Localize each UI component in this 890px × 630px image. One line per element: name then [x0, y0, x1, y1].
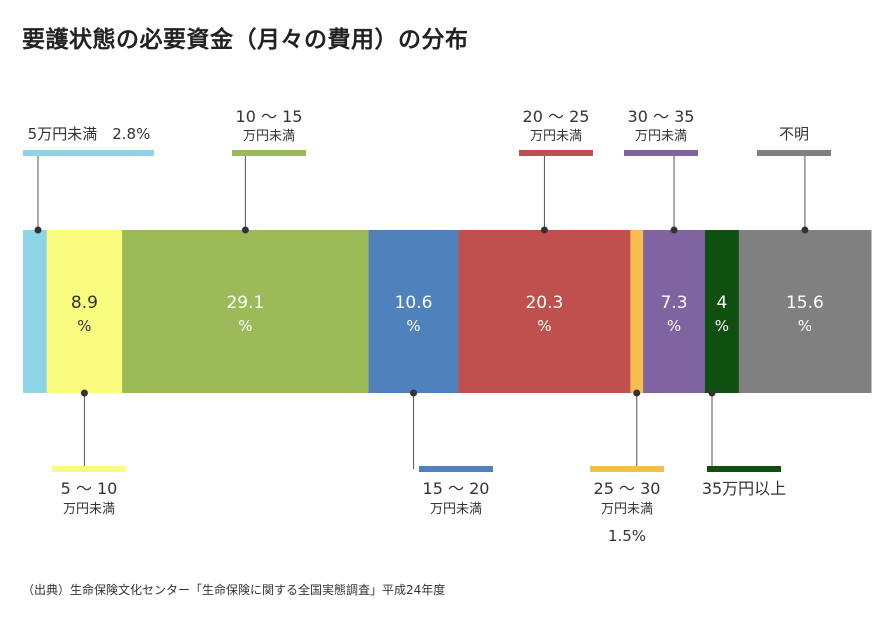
bar-unit-unknown: % [798, 317, 812, 335]
bar-value-20to25: 20.3 [525, 293, 563, 313]
bar-unit-35plus: % [715, 317, 729, 335]
callout-tick-35plus [707, 466, 781, 472]
callout-label-unknown: 不明 [779, 125, 809, 143]
callout-sublabel-10to15: 万円未満 [243, 129, 295, 144]
bar-segment-10to15 [122, 230, 370, 393]
bar-value-unknown: 15.6 [786, 293, 824, 313]
bar-unit-15to20: % [406, 317, 420, 335]
callout-tick-25to30 [590, 466, 664, 472]
callout-dot-10to15 [241, 226, 249, 234]
callout-tick-lt5 [23, 150, 154, 156]
callout-tick-unknown [757, 150, 831, 156]
callout-label-25to30: 25 ～ 30 [594, 479, 661, 498]
callout-tick-10to15 [232, 150, 306, 156]
callout-dot-5to10 [80, 389, 88, 397]
bar-unit-10to15: % [238, 317, 252, 335]
bar-segment-15to20 [368, 230, 459, 393]
callout-dot-35plus [708, 389, 716, 397]
callout-extra-25to30: 1.5% [608, 527, 646, 545]
bar-segment-20to25 [458, 230, 631, 393]
bar-value-5to10: 8.9 [71, 293, 98, 313]
bar-segment-unknown [738, 230, 872, 393]
callout-sublabel-5to10: 万円未満 [63, 502, 115, 517]
bar-unit-5to10: % [77, 317, 91, 335]
callout-dot-unknown [801, 226, 809, 234]
page-title: 要護状態の必要資金（月々の費用）の分布 [22, 27, 469, 53]
source-note: （出典）生命保険文化センター「生命保険に関する全国実態調査」平成24年度 [22, 583, 446, 597]
callout-label-10to15: 10 ～ 15 [236, 107, 303, 126]
callout-dot-15to20 [410, 389, 418, 397]
bar-value-30to35: 7.3 [661, 293, 688, 313]
callout-label-15to20: 15 ～ 20 [423, 479, 490, 498]
callout-label-20to25: 20 ～ 25 [523, 107, 590, 126]
callout-dot-30to35 [670, 226, 678, 234]
callout-label-35plus: 35万円以上 [702, 479, 786, 498]
bar-value-35plus: 4 [716, 293, 727, 313]
callout-sublabel-30to35: 万円未満 [635, 129, 687, 144]
callout-label-5to10: 5 ～ 10 [61, 479, 118, 498]
callout-dot-25to30 [633, 389, 641, 397]
bar-segment-25to30 [630, 230, 644, 393]
bar-unit-20to25: % [537, 317, 551, 335]
bar-segment-5to10 [46, 230, 123, 393]
callout-sublabel-25to30: 万円未満 [601, 502, 653, 517]
callout-sublabel-20to25: 万円未満 [530, 129, 582, 144]
bar-unit-30to35: % [667, 317, 681, 335]
callout-tick-30to35 [624, 150, 698, 156]
bar-segment-30to35 [643, 230, 706, 393]
callout-label-30to35: 30 ～ 35 [628, 107, 695, 126]
bar-segment-lt5 [23, 230, 48, 393]
callout-sublabel-15to20: 万円未満 [430, 502, 482, 517]
callout-tick-5to10 [52, 466, 126, 472]
callout-tick-15to20 [419, 466, 493, 472]
callout-tick-20to25 [519, 150, 593, 156]
callout-label-lt5: 5万円未満 2.8% [28, 125, 151, 143]
bar-value-15to20: 10.6 [395, 293, 433, 313]
bar-value-10to15: 29.1 [226, 293, 264, 313]
callout-dot-lt5 [34, 226, 42, 234]
callout-dot-20to25 [540, 226, 548, 234]
bar-segment-35plus [704, 230, 740, 393]
